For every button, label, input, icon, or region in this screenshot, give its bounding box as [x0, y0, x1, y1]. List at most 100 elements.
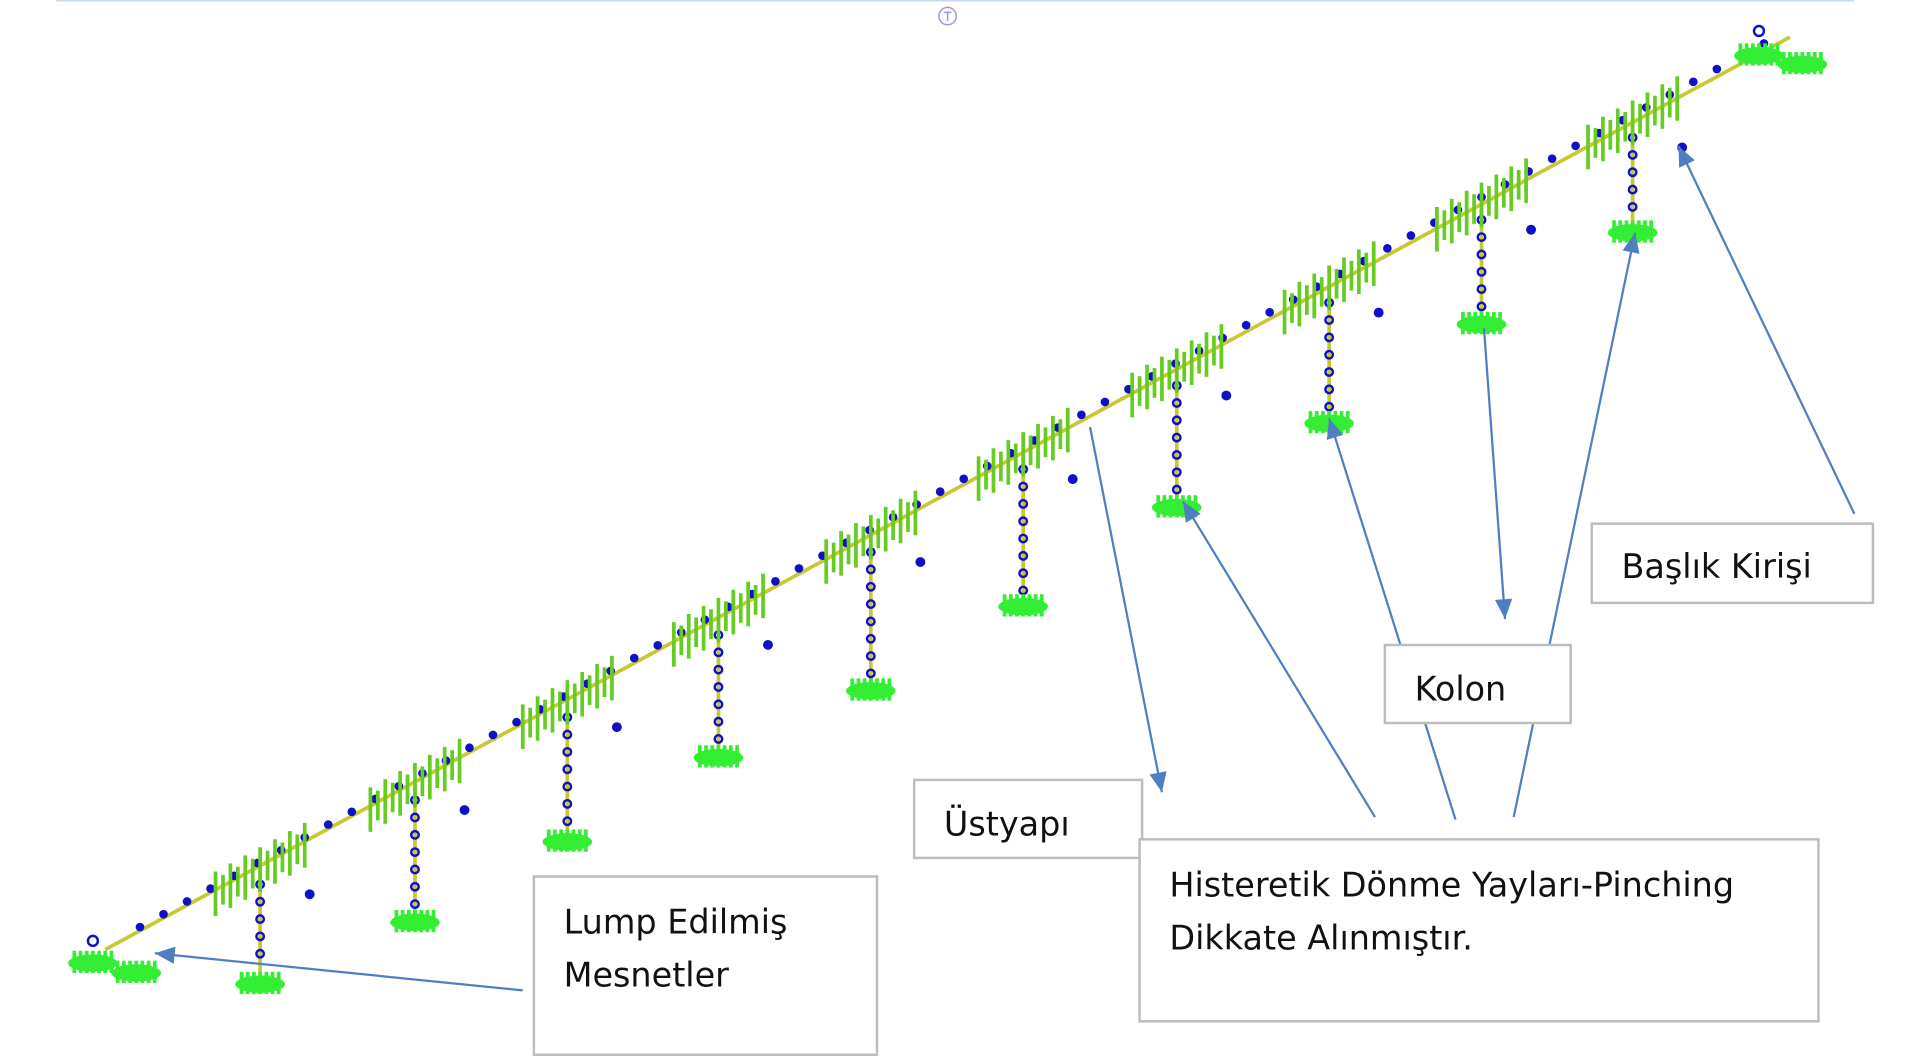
annotation-arrows [154, 145, 1856, 992]
support-spring [542, 829, 593, 852]
deck-node [512, 717, 521, 727]
column-node [713, 699, 724, 710]
pier-column [1171, 370, 1232, 508]
deck-node [794, 564, 804, 573]
rotational-spring [1435, 158, 1528, 252]
cap-beam-node [459, 805, 470, 816]
column-node [562, 764, 573, 775]
column-node [713, 716, 724, 727]
support-spring [235, 971, 285, 995]
column-node [865, 633, 876, 644]
column-node [562, 816, 573, 827]
column-node [713, 664, 724, 675]
cap-beam-node [1067, 474, 1078, 485]
arrow-line [154, 952, 523, 992]
column-node [410, 899, 420, 910]
deck-node [135, 922, 145, 932]
deck-node [323, 820, 333, 829]
label-lump-mesnetler: Lump Edilmiş Mesnetler [532, 875, 879, 1056]
abutment-node [86, 934, 100, 948]
column-node [562, 729, 573, 740]
rotational-spring [1130, 324, 1224, 418]
deck-node [959, 474, 969, 484]
arrow-line [1088, 426, 1164, 793]
support-spring [1734, 43, 1784, 66]
support-spring [1456, 311, 1507, 335]
column-node [1324, 401, 1335, 412]
column-node [562, 798, 573, 809]
column-node [1018, 550, 1029, 561]
deck-node [1241, 320, 1251, 330]
label-text: Histeretik Dönme Yayları-Pinching [1169, 865, 1734, 904]
cap-beam-node [611, 722, 622, 733]
column-node [255, 931, 266, 942]
pier-column [410, 785, 470, 923]
column-node [562, 781, 573, 792]
label-text: Mesnetler [564, 956, 730, 995]
column-node [1018, 516, 1029, 527]
column-node [865, 668, 876, 679]
column-node [1476, 301, 1487, 312]
arrow-head-icon [1678, 146, 1695, 168]
deck-node [488, 730, 498, 740]
column-node [1627, 167, 1638, 178]
column-node [410, 847, 420, 858]
column-node [1627, 201, 1638, 212]
deck-node [1571, 141, 1580, 151]
support-spring [846, 678, 896, 701]
arrow-head-icon [1149, 771, 1167, 793]
cap-beam-node [915, 557, 926, 567]
structural-model [68, 24, 1828, 995]
cap-beam-node [1373, 307, 1384, 318]
column-node [865, 599, 876, 610]
column-node [410, 881, 420, 892]
rotational-spring [213, 822, 307, 917]
label-baslik-kirisi: Başlık Kirişi [1590, 522, 1875, 605]
deck-node [347, 807, 357, 817]
deck-node [182, 897, 192, 906]
column-node [1018, 568, 1029, 579]
column-node [865, 616, 876, 627]
column-node [1171, 450, 1182, 460]
column-node [1171, 484, 1182, 495]
cap-beam-node [1221, 390, 1232, 401]
column-node [562, 746, 573, 757]
column-node [865, 564, 876, 575]
cap-beam-node [763, 639, 773, 650]
column-node [713, 647, 724, 658]
support-spring [390, 909, 440, 933]
column-node [1476, 249, 1487, 260]
arrow-head-icon [1494, 598, 1513, 619]
deck-node [935, 487, 945, 496]
label-text: Lump Edilmiş [564, 902, 788, 941]
column-node [865, 651, 876, 662]
pier-column [562, 702, 622, 842]
column-node [255, 948, 266, 959]
arrow-head-icon [1622, 232, 1640, 254]
pier-column [865, 537, 926, 691]
arrow-line [1482, 327, 1507, 620]
deck-node [1383, 243, 1392, 253]
column-node [865, 581, 876, 592]
column-node [410, 812, 420, 823]
rotational-spring [368, 738, 462, 832]
pier-column [1324, 287, 1384, 424]
support-spring [1777, 51, 1828, 75]
column-node [1018, 481, 1029, 492]
rotational-spring [1586, 76, 1680, 170]
label-text: Başlık Kirişi [1621, 547, 1811, 586]
deck-node [653, 640, 663, 650]
arrow-head-icon [1182, 501, 1201, 523]
label-histeretik: Histeretik Dönme Yayları-Pinching Dikkat… [1138, 838, 1820, 1023]
arrow-line [1182, 500, 1376, 818]
column-node [410, 864, 420, 875]
deck-node [1100, 397, 1110, 407]
rotational-spring [976, 407, 1070, 501]
support-spring [998, 594, 1048, 617]
column-node [1627, 149, 1638, 160]
column-node [1018, 498, 1029, 509]
deck-node [1406, 231, 1416, 240]
compass-icon[interactable] [938, 6, 958, 26]
deck-node [1077, 410, 1086, 420]
